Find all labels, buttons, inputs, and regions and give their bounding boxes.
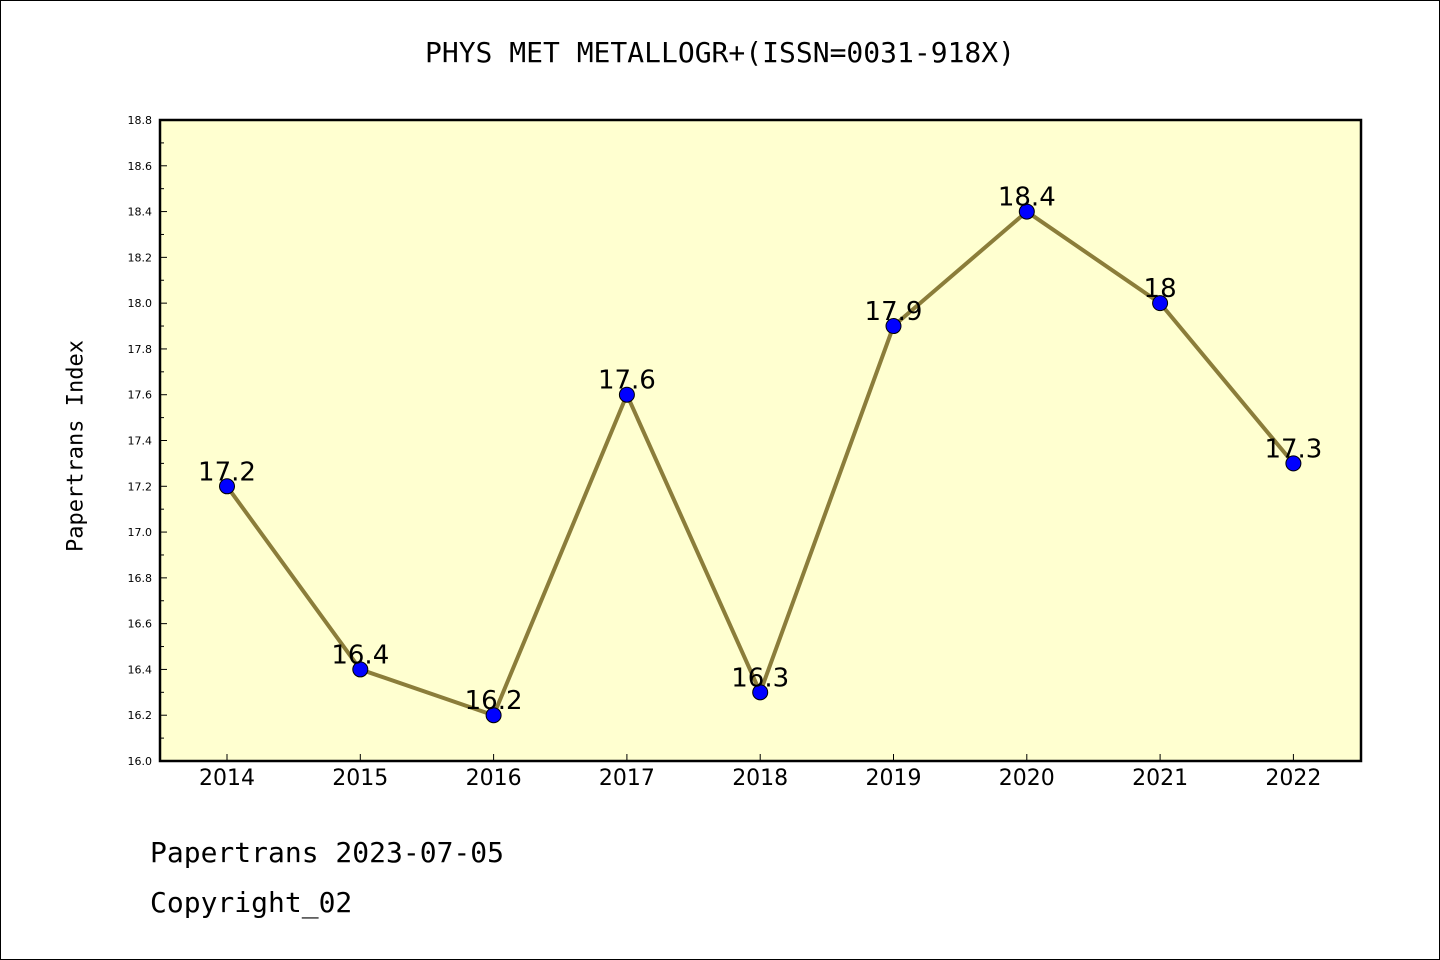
data-point (752, 684, 769, 701)
footer-date: Papertrans 2023-07-05 (150, 836, 505, 869)
y-tick-label: 18.6 (128, 160, 153, 173)
data-point (219, 478, 235, 495)
y-tick-label: 17.2 (128, 480, 153, 493)
plot-area-layer (158, 118, 1363, 763)
data-point (885, 318, 902, 335)
data-label: 18 (1144, 274, 1177, 304)
series-layer (219, 203, 1302, 724)
y-tick-label: 18.4 (128, 206, 153, 219)
y-tick-label: 17.0 (128, 526, 153, 539)
chart-title: PHYS MET METALLOGR+(ISSN=0031-918X) (424, 36, 1015, 69)
y-tick-label: 18.8 (128, 114, 153, 127)
y-tick-label: 17.4 (128, 435, 153, 448)
data-label: 18.4 (998, 183, 1056, 213)
data-label: 17.6 (598, 366, 656, 396)
y-tick-label: 17.6 (128, 389, 153, 402)
data-point (352, 661, 369, 678)
data-label: 16.2 (465, 686, 523, 716)
x-tick-label: 2014 (199, 766, 255, 791)
data-labels-layer: 17.2 16.4 16.2 17.6 16.3 17.9 18.4 18 17.3 (198, 183, 1322, 717)
x-tick-label: 2018 (732, 766, 788, 791)
y-tick-label: 16.2 (128, 709, 153, 722)
data-label: 16.3 (731, 663, 789, 693)
x-tick-label: 2016 (466, 766, 522, 791)
data-point (485, 707, 502, 724)
data-point (1018, 203, 1035, 220)
y-tick-label: 17.8 (128, 343, 153, 356)
footer-copyright: Copyright_02 (150, 886, 353, 919)
data-label: 17.3 (1264, 434, 1322, 464)
x-tick-label: 2022 (1265, 766, 1321, 791)
y-tick-label: 16.4 (128, 663, 153, 676)
x-tick-label: 2015 (332, 766, 388, 791)
y-tick-label: 16.6 (128, 618, 153, 631)
x-axis: 2014 2015 2016 2017 2018 2019 2020 2021 2022 (199, 754, 1321, 791)
y-tick-label: 18.0 (128, 297, 153, 310)
data-label: 17.2 (198, 457, 256, 487)
y-tick-label: 16.8 (128, 572, 153, 585)
y-axis: 16.0 16.2 16.4 16.6 16.8 17.0 17.2 17.4 17.6 17.8… (128, 114, 167, 768)
data-point (1285, 455, 1302, 472)
y-tick-label: 18.2 (128, 251, 153, 264)
x-tick-label: 2017 (599, 766, 655, 791)
y-tick-label: 16.0 (128, 755, 153, 768)
x-tick-label: 2019 (866, 766, 922, 791)
data-point (1152, 295, 1169, 312)
data-label: 17.9 (865, 297, 923, 327)
x-tick-label: 2021 (1132, 766, 1188, 791)
x-tick-label: 2020 (999, 766, 1055, 791)
data-label: 16.4 (331, 640, 389, 670)
data-point (618, 386, 635, 403)
plot-area (158, 118, 1363, 763)
